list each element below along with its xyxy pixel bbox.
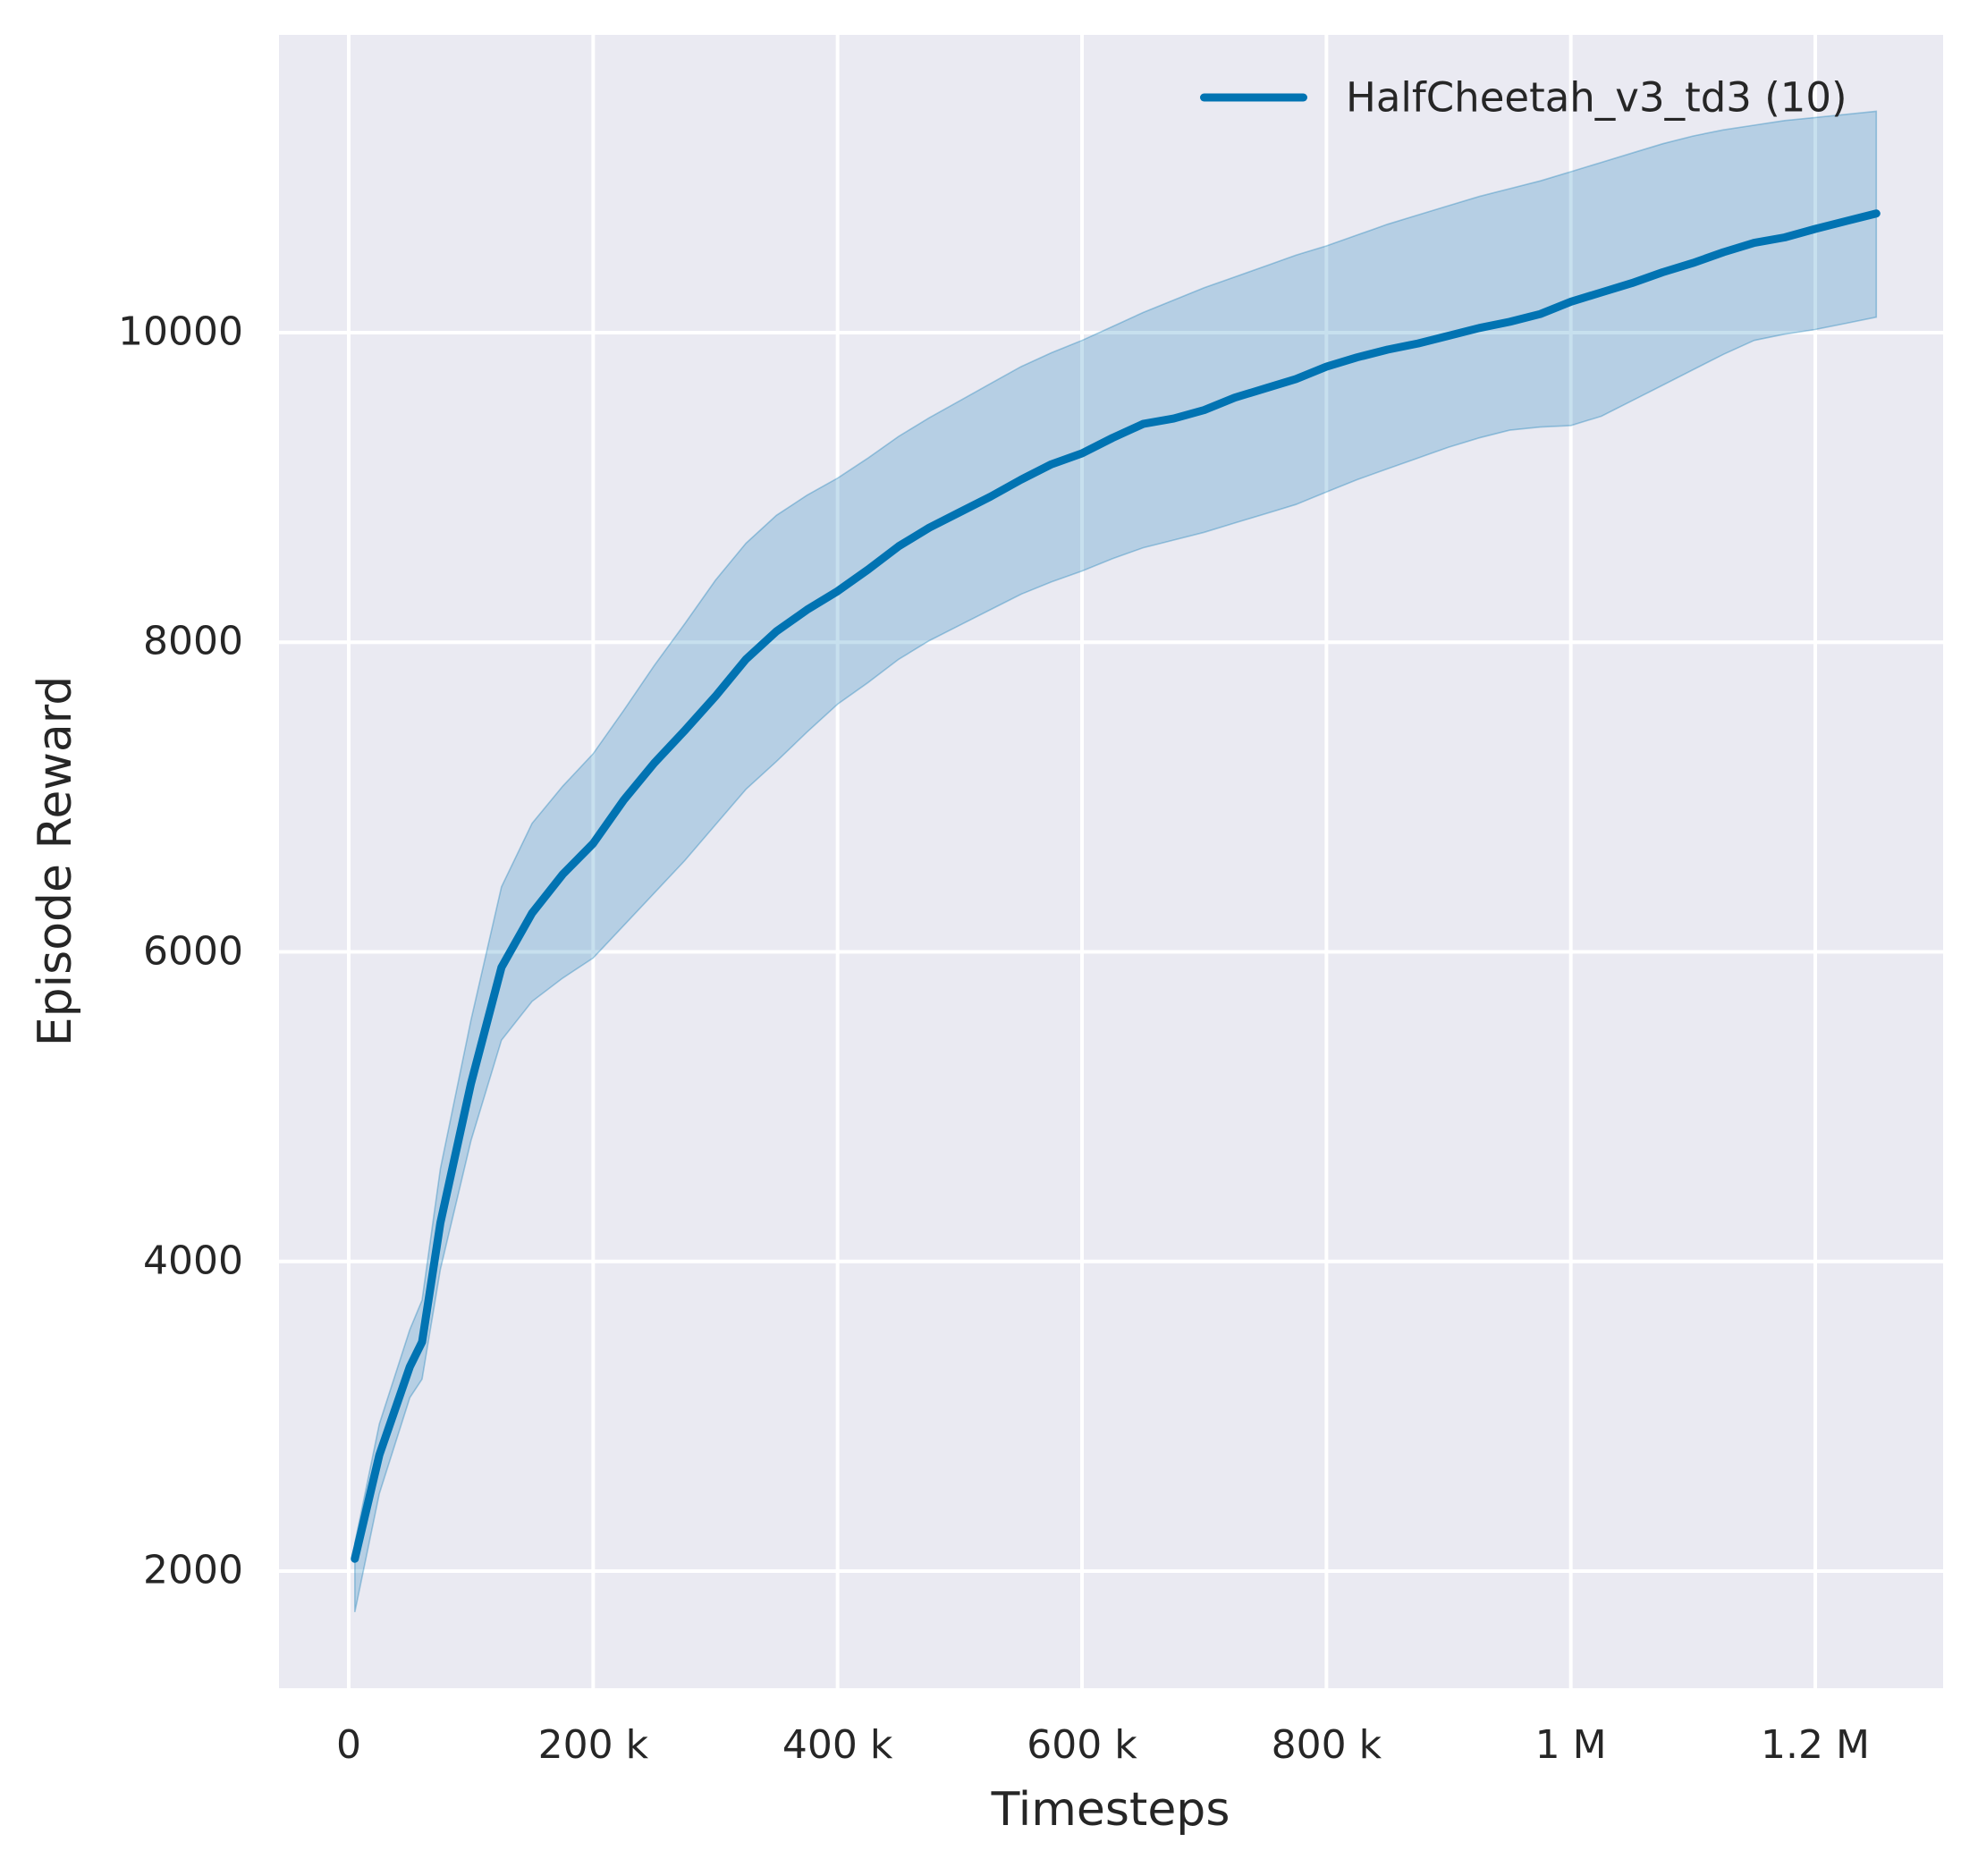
x-axis-tick-label: 1 M: [1534, 1722, 1607, 1768]
confidence-band: [354, 110, 1878, 1613]
legend-label: HalfCheetah_v3_td3 (10): [1346, 73, 1847, 122]
grid-lines: [279, 35, 1943, 1688]
mean-line: [351, 209, 1881, 1563]
x-axis-tick-label: 400 k: [782, 1722, 893, 1768]
y-axis-label: Episode Reward: [29, 675, 82, 1047]
y-axis-tick-label: 6000: [143, 927, 243, 974]
y-axis-tick-label: 2000: [143, 1547, 243, 1593]
chart-canvas: [279, 35, 1943, 1688]
legend-line-swatch: [1200, 93, 1307, 102]
x-axis-tick-label: 1.2 M: [1761, 1722, 1870, 1768]
x-axis-label: Timesteps: [991, 1783, 1230, 1837]
x-axis-tick-label: 600 k: [1027, 1722, 1137, 1768]
x-axis-tick-label: 800 k: [1271, 1722, 1382, 1768]
x-axis-tick-label: 0: [336, 1722, 361, 1768]
x-axis-tick-label: 200 k: [537, 1722, 649, 1768]
legend: HalfCheetah_v3_td3 (10): [1200, 74, 1847, 122]
plot-area: HalfCheetah_v3_td3 (10): [279, 35, 1943, 1688]
y-axis-tick-label: 10000: [118, 308, 243, 355]
y-axis-tick-label: 8000: [143, 618, 243, 664]
y-axis-tick-label: 4000: [143, 1238, 243, 1284]
